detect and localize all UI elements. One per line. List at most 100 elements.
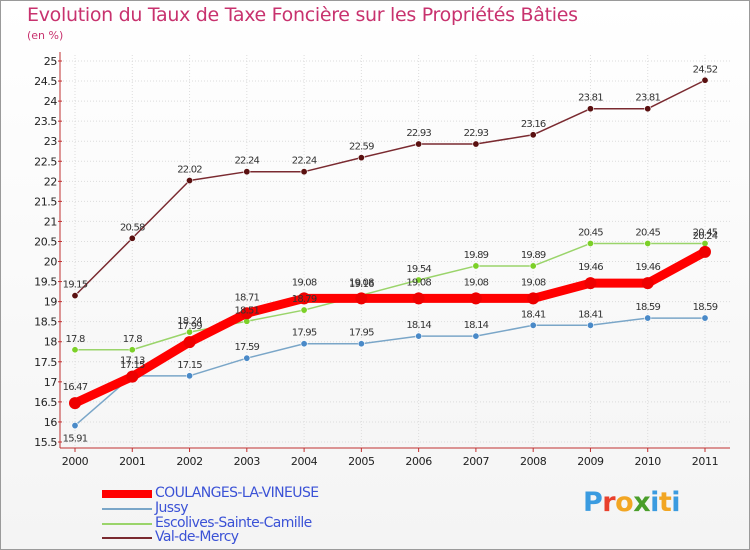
- data-point: [472, 262, 480, 270]
- y-tick-label: 20.5: [34, 235, 57, 248]
- logo-letter: x: [633, 487, 651, 518]
- data-point: [243, 168, 251, 176]
- data-label: 20.58: [120, 222, 145, 233]
- data-point: [469, 292, 482, 305]
- data-label: 18.24: [177, 316, 202, 327]
- data-label: 19.08: [406, 277, 431, 288]
- data-label: 23.81: [578, 93, 603, 104]
- series-line-val-de-mercy: [74, 79, 706, 297]
- y-tick-label: 17.5: [34, 356, 57, 369]
- data-label: 24.52: [693, 64, 718, 75]
- data-point: [644, 105, 652, 113]
- x-tick-label: 2008: [520, 455, 547, 468]
- x-tick-label: 2004: [291, 455, 318, 468]
- data-point: [126, 370, 139, 383]
- data-label: 22.24: [292, 156, 317, 167]
- data-label: 18.41: [578, 309, 603, 320]
- y-tick-label: 24: [44, 95, 58, 108]
- legend-label: Val-de-Mercy: [155, 529, 239, 545]
- data-point: [71, 422, 79, 430]
- data-label: 18.59: [635, 302, 660, 313]
- data-label: 19.46: [635, 262, 660, 273]
- data-label: 19.16: [349, 279, 374, 290]
- logo-letter: r: [602, 487, 616, 518]
- data-point: [527, 292, 540, 305]
- data-label: 18.59: [693, 302, 718, 313]
- series-line-escolives-sainte-camille: [74, 242, 706, 351]
- data-point: [415, 140, 423, 148]
- series-lines: [69, 76, 711, 430]
- data-label: 18.41: [521, 309, 546, 320]
- data-label: 17.59: [234, 342, 259, 353]
- y-tick-label: 22.5: [34, 155, 57, 168]
- data-label: 17.15: [177, 360, 202, 371]
- data-label: 17.8: [65, 334, 85, 345]
- data-label: 20.45: [578, 227, 603, 238]
- logo-letter: i: [671, 487, 681, 518]
- data-label: 22.02: [177, 165, 202, 176]
- data-label: 19.08: [464, 277, 489, 288]
- data-point: [701, 76, 709, 84]
- data-label: 17.15: [120, 360, 145, 371]
- legend-label: COULANGES-LA-VINEUSE: [155, 485, 319, 501]
- data-point: [300, 306, 308, 314]
- y-tick-label: 19: [44, 296, 58, 309]
- data-point: [644, 314, 652, 322]
- data-label: 18.79: [292, 294, 317, 305]
- y-tick-label: 18: [44, 336, 58, 349]
- series-line-coulanges-la-vineuse: [70, 247, 710, 408]
- y-tick-label: 23: [44, 135, 58, 148]
- data-point: [71, 292, 79, 300]
- data-label: 19.08: [521, 277, 546, 288]
- x-tick-label: 2002: [176, 455, 202, 468]
- legend-label: Jussy: [155, 500, 188, 516]
- logo-letter: t: [658, 487, 672, 518]
- data-label: 19.54: [406, 264, 431, 275]
- y-tick-label: 19.5: [34, 276, 57, 289]
- data-label: 18.14: [464, 320, 489, 331]
- data-point: [128, 234, 136, 242]
- data-label: 19.08: [349, 277, 374, 288]
- y-tick-label: 20: [44, 256, 58, 269]
- data-label: 20.45: [635, 227, 660, 238]
- data-point: [586, 321, 594, 329]
- data-point: [586, 239, 594, 247]
- data-label: 18.14: [406, 320, 431, 331]
- y-tick-label: 15.5: [34, 436, 57, 449]
- data-label: 17.95: [349, 328, 374, 339]
- data-point: [69, 397, 81, 410]
- x-tick-label: 2003: [234, 455, 261, 468]
- data-label: 17.95: [292, 328, 317, 339]
- data-label: 19.46: [578, 262, 603, 273]
- legend-swatch-escolives: [102, 523, 152, 525]
- data-label: 17.13: [120, 356, 145, 367]
- data-point: [240, 307, 253, 320]
- data-label: 19.89: [521, 250, 546, 261]
- x-tick-label: 2011: [692, 455, 718, 468]
- data-point: [641, 277, 654, 290]
- data-point: [415, 276, 423, 284]
- data-labels: 19.15 20.58 22.02 22.24 22.24 22.59 22.93 22.93…: [63, 64, 719, 444]
- data-point: [355, 292, 368, 305]
- data-point: [128, 346, 136, 354]
- y-tick-label: 24.5: [34, 75, 57, 88]
- logo-letter: o: [615, 487, 634, 518]
- axes: 15.5 16 16.5 17 17.5 18 18.5 19 19.5 20 20.5 21 21.5…: [34, 52, 730, 468]
- data-label: 19.15: [63, 280, 88, 291]
- x-tick-label: 2006: [405, 455, 432, 468]
- data-point: [529, 262, 537, 270]
- x-tick-label: 2005: [348, 455, 375, 468]
- series-line-jussy: [74, 317, 706, 427]
- proxiti-logo: Proxiti: [583, 487, 681, 518]
- data-point: [472, 140, 480, 148]
- legend-label: Escolives-Sainte-Camille: [155, 515, 312, 531]
- data-point: [412, 292, 425, 305]
- data-label: 19.08: [292, 277, 317, 288]
- data-point: [701, 314, 709, 322]
- y-tick-label: 16: [44, 416, 58, 429]
- x-tick-label: 2000: [62, 455, 89, 468]
- data-label: 23.81: [635, 93, 660, 104]
- data-label: 22.93: [406, 128, 431, 139]
- data-point: [415, 332, 423, 340]
